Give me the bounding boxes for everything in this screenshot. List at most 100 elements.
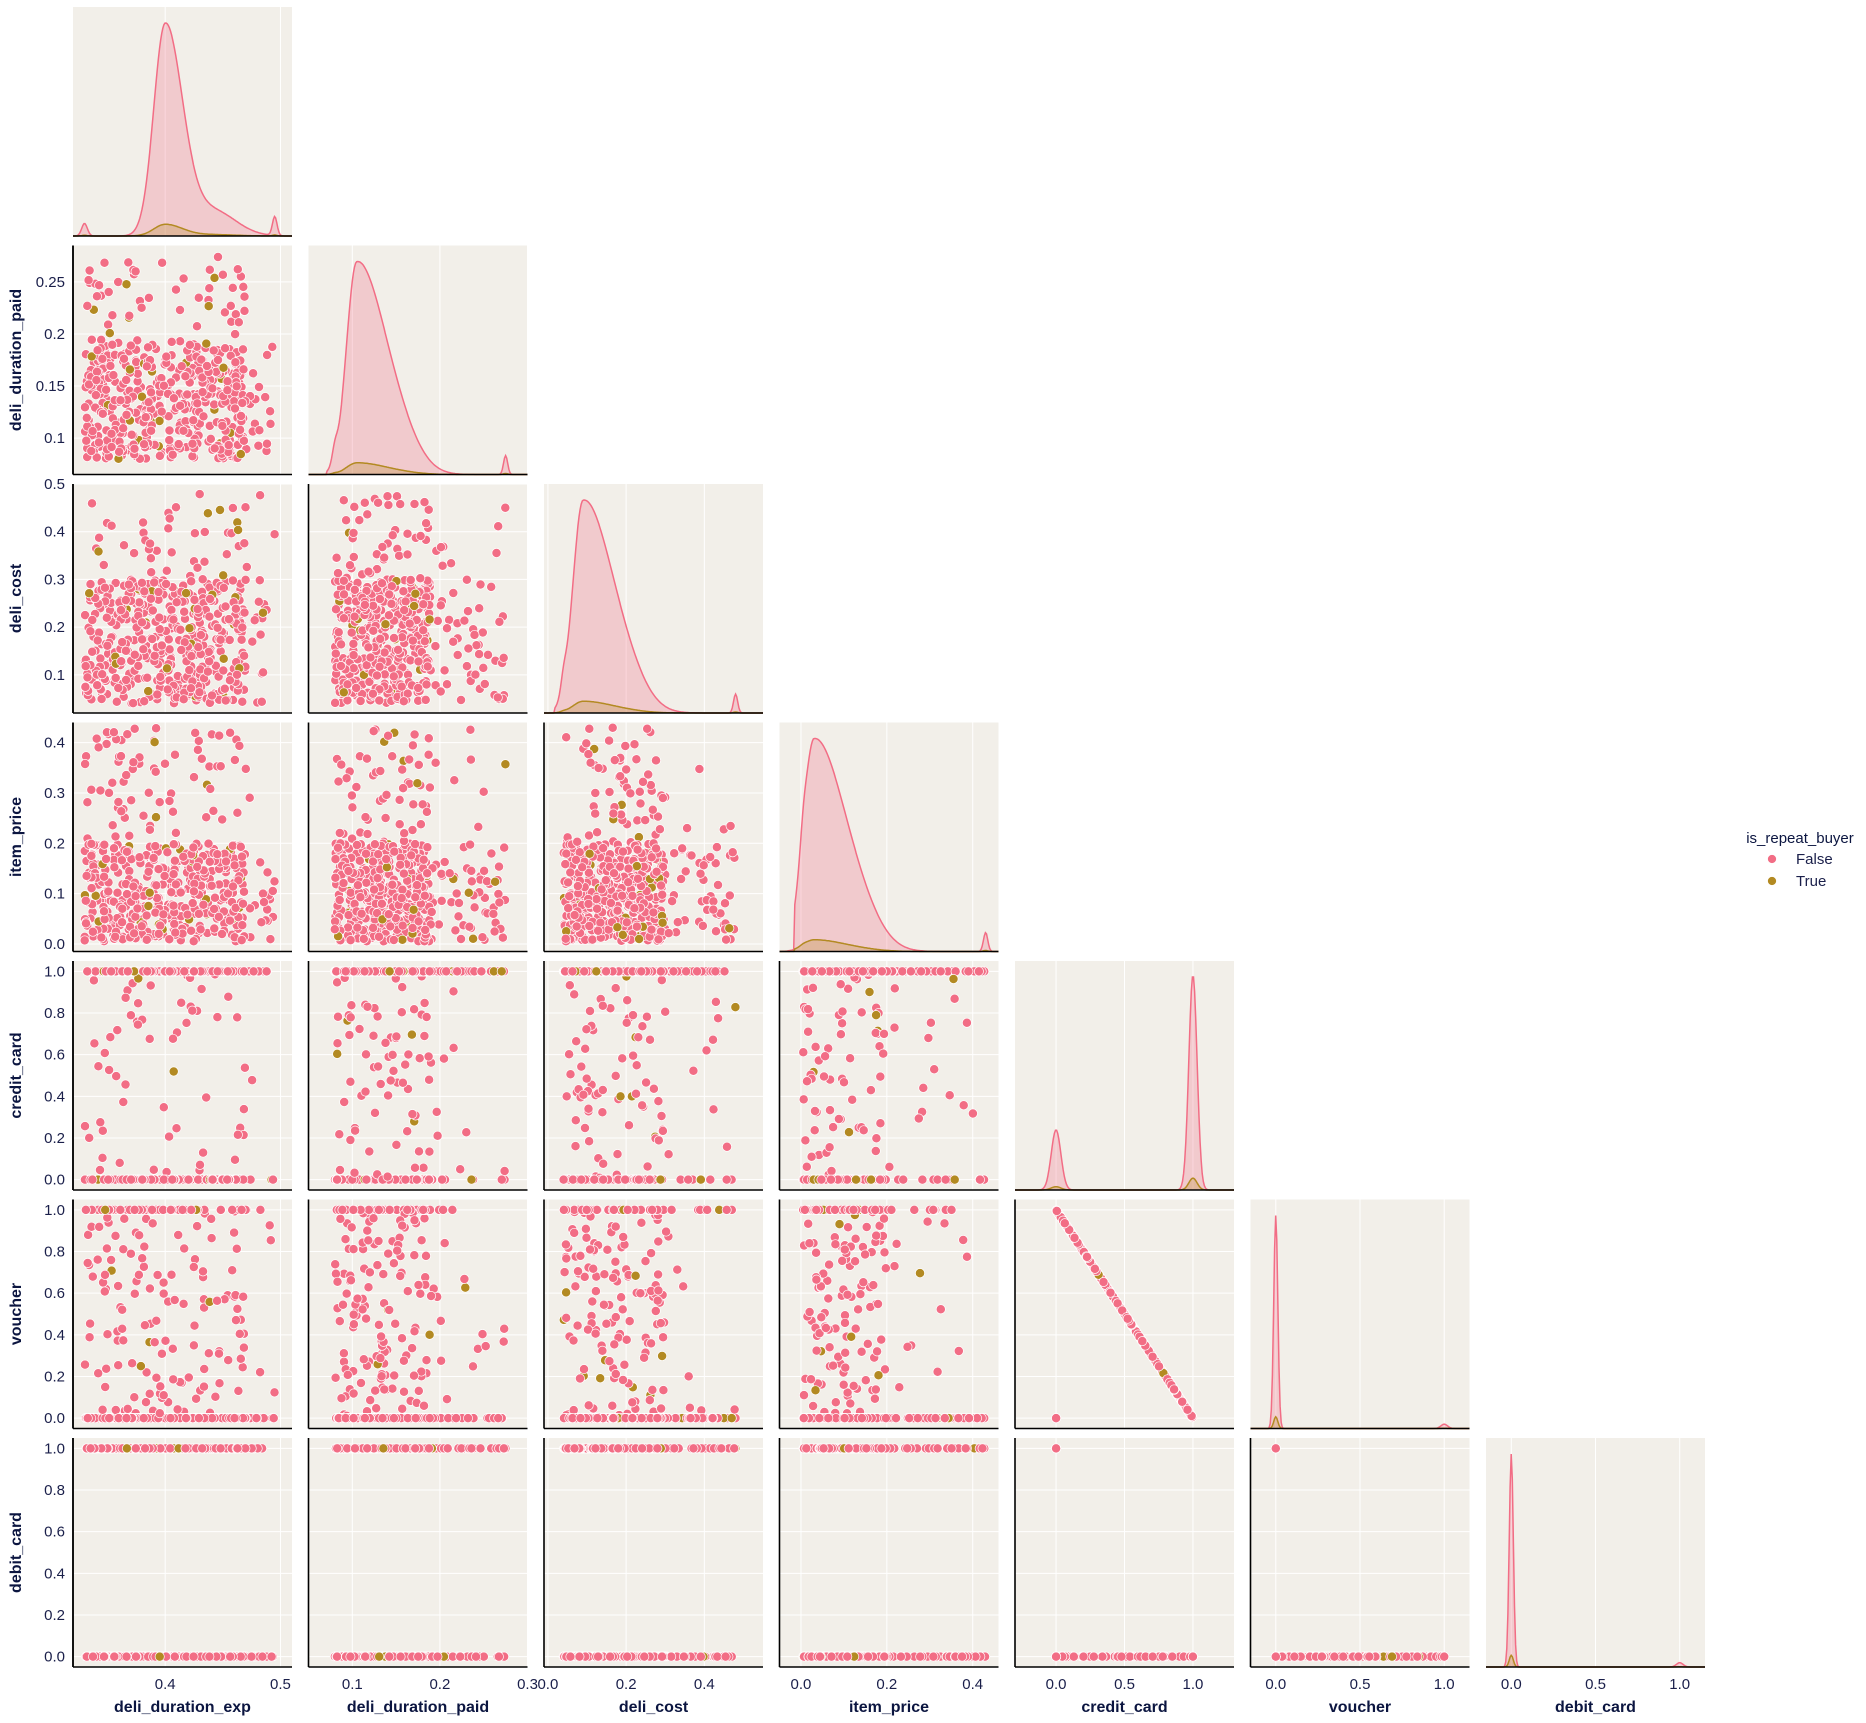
point-false (577, 1062, 586, 1071)
point-false (218, 270, 227, 279)
point-false (98, 670, 107, 679)
point-false (442, 624, 451, 633)
point-false (144, 293, 153, 302)
point-false (238, 345, 247, 354)
point-false (645, 1035, 654, 1044)
point-false (377, 579, 386, 588)
point-true (635, 934, 644, 943)
point-false (205, 284, 214, 293)
point-false (213, 355, 222, 364)
point-false (348, 803, 357, 812)
point-false (398, 983, 407, 992)
point-false (119, 1097, 128, 1106)
point-false (270, 877, 279, 886)
point-false (223, 1175, 232, 1184)
point-false (140, 440, 149, 449)
point-false (388, 880, 397, 889)
point-false (654, 935, 663, 944)
point-false (179, 695, 188, 704)
point-false (177, 645, 186, 654)
point-false (342, 516, 351, 525)
point-false (103, 641, 112, 650)
point-false (581, 1044, 590, 1053)
point-false (239, 365, 248, 374)
point-false (722, 1175, 731, 1184)
point-false (339, 576, 348, 585)
point-false (258, 889, 267, 898)
panel-credit_card-vs-deli_cost (544, 961, 763, 1190)
point-false (221, 857, 230, 866)
point-false (96, 1118, 105, 1127)
point-false (125, 867, 134, 876)
point-false (825, 1106, 834, 1115)
point-false (643, 1162, 652, 1171)
point-false (352, 782, 361, 791)
point-false (240, 651, 249, 660)
point-false (113, 1026, 122, 1035)
point-false (500, 1166, 509, 1175)
point-true (219, 654, 228, 663)
point-false (618, 1054, 627, 1063)
point-false (648, 805, 657, 814)
point-false (387, 599, 396, 608)
point-false (478, 628, 487, 637)
point-false (370, 885, 379, 894)
point-false (182, 1018, 191, 1027)
point-false (231, 604, 240, 613)
point-false (160, 759, 169, 768)
point-false (399, 587, 408, 596)
point-false (88, 615, 97, 624)
point-false (239, 967, 248, 976)
point-true (696, 1175, 705, 1184)
point-false (624, 878, 633, 887)
point-false (565, 892, 574, 901)
point-false (637, 967, 646, 976)
point-false (135, 853, 144, 862)
point-false (571, 855, 580, 864)
point-false (669, 967, 678, 976)
point-true (467, 1175, 476, 1184)
point-false (240, 608, 249, 617)
point-false (349, 552, 358, 561)
point-false (159, 1175, 168, 1184)
point-false (626, 789, 635, 798)
point-false (339, 496, 348, 505)
point-false (360, 600, 369, 609)
point-false (114, 683, 123, 692)
point-false (635, 787, 644, 796)
point-false (356, 696, 365, 705)
point-false (249, 967, 258, 976)
panel-deli_duration_exp-vs-deli_duration_exp (73, 7, 292, 236)
point-false (636, 799, 645, 808)
point-false (87, 335, 96, 344)
point-false (165, 436, 174, 445)
point-false (420, 891, 429, 900)
point-false (399, 869, 408, 878)
point-false (130, 650, 139, 659)
point-false (381, 813, 390, 822)
point-false (641, 816, 650, 825)
point-false (224, 441, 233, 450)
point-false (363, 829, 372, 838)
point-false (416, 820, 425, 829)
point-false (84, 276, 93, 285)
point-false (437, 896, 446, 905)
point-false (162, 566, 171, 575)
point-false (169, 394, 178, 403)
point-false (118, 638, 127, 647)
point-false (122, 375, 131, 384)
point-false (143, 673, 152, 682)
point-false (162, 352, 171, 361)
point-false (596, 918, 605, 927)
point-false (93, 636, 102, 645)
point-false (436, 687, 445, 696)
point-false (237, 936, 246, 945)
point-false (601, 876, 610, 885)
point-false (398, 921, 407, 930)
point-false (647, 925, 656, 934)
point-false (483, 650, 492, 659)
point-false (259, 668, 268, 677)
point-false (81, 896, 90, 905)
point-false (374, 498, 383, 507)
